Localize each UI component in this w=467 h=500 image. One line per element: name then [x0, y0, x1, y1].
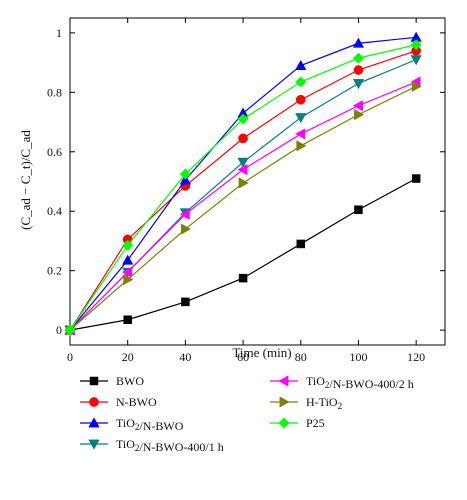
- legend-label: BWO: [116, 374, 144, 388]
- data-point: [64, 324, 76, 336]
- legend-marker: [279, 396, 290, 408]
- data-point: [295, 128, 306, 140]
- legend-label: P25: [306, 416, 325, 430]
- legend-item: BWO: [80, 374, 144, 388]
- data-point: [296, 140, 307, 152]
- data-point: [238, 133, 248, 144]
- plot-frame: [69, 17, 446, 346]
- data-point: [122, 254, 134, 265]
- data-point: [181, 297, 190, 307]
- x-tick-label: 60: [237, 350, 249, 364]
- legend-item: H-TiO2: [270, 395, 342, 411]
- x-tick-label: 0: [67, 350, 73, 364]
- x-tick-label: 80: [295, 350, 307, 364]
- data-point: [295, 76, 307, 88]
- legend-marker: [278, 417, 290, 429]
- legend-item: TiO2/N-BWO-400/2 h: [270, 374, 414, 391]
- legend-label: TiO2/N-BWO-400/2 h: [306, 374, 414, 391]
- series-6: [64, 39, 422, 336]
- legend-marker: [88, 417, 100, 428]
- y-tick-label: 0: [56, 323, 62, 337]
- series-5: [65, 80, 422, 336]
- data-point: [121, 266, 133, 278]
- x-tick-label: 100: [349, 350, 367, 364]
- series-0: [65, 174, 421, 335]
- data-point: [411, 174, 421, 183]
- data-point: [354, 205, 363, 214]
- x-tick-label: 40: [179, 350, 191, 364]
- data-point: [354, 108, 365, 121]
- data-point: [123, 273, 134, 286]
- legend-marker: [89, 376, 99, 386]
- series-line: [69, 50, 417, 331]
- legend-item: TiO2/N-BWO: [80, 416, 184, 433]
- data-point: [296, 239, 306, 249]
- data-point: [295, 94, 306, 105]
- series-3: [64, 55, 422, 336]
- x-tick-label: 120: [407, 350, 425, 364]
- legend-marker: [89, 397, 99, 407]
- legend-label: TiO2/N-BWO-400/1 h: [116, 437, 224, 454]
- data-point: [352, 37, 365, 48]
- y-axis-label: (C_ad − C_t)/C_ad: [18, 130, 33, 230]
- series-line: [69, 44, 417, 331]
- data-point: [353, 65, 364, 75]
- legend-marker: [278, 375, 289, 387]
- data-point: [410, 39, 422, 51]
- x-axis-label: Time (min): [232, 345, 291, 360]
- legend-label: N-BWO: [116, 395, 157, 409]
- data-point: [295, 113, 307, 124]
- legend-label: TiO2/N-BWO: [116, 416, 184, 433]
- legend-item: N-BWO: [80, 395, 157, 409]
- series-line: [69, 59, 417, 331]
- data-point: [352, 52, 365, 64]
- data-point: [352, 100, 363, 112]
- legend-label: H-TiO2: [306, 395, 342, 411]
- y-tick-label: 0.8: [47, 85, 62, 99]
- data-point: [352, 78, 365, 90]
- data-point: [410, 55, 422, 66]
- data-point: [295, 59, 307, 70]
- y-tick-label: 0.6: [47, 145, 62, 159]
- data-point: [179, 208, 190, 220]
- legend-item: P25: [270, 416, 325, 430]
- legend-marker: [88, 439, 100, 450]
- data-point: [237, 113, 249, 125]
- series-1: [65, 45, 422, 335]
- data-point: [180, 223, 192, 235]
- data-point: [237, 163, 248, 176]
- data-point: [237, 157, 249, 168]
- data-point: [238, 177, 249, 189]
- data-point: [411, 80, 422, 92]
- data-point: [238, 273, 248, 283]
- y-tick-label: 1: [56, 26, 62, 40]
- x-tick-label: 20: [122, 350, 134, 364]
- data-point: [123, 315, 132, 324]
- legend-item: TiO2/N-BWO-400/1 h: [80, 437, 224, 454]
- y-tick-label: 0.4: [47, 204, 62, 218]
- data-point: [179, 168, 191, 180]
- y-tick-label: 0.2: [47, 264, 62, 278]
- data-point: [122, 239, 134, 251]
